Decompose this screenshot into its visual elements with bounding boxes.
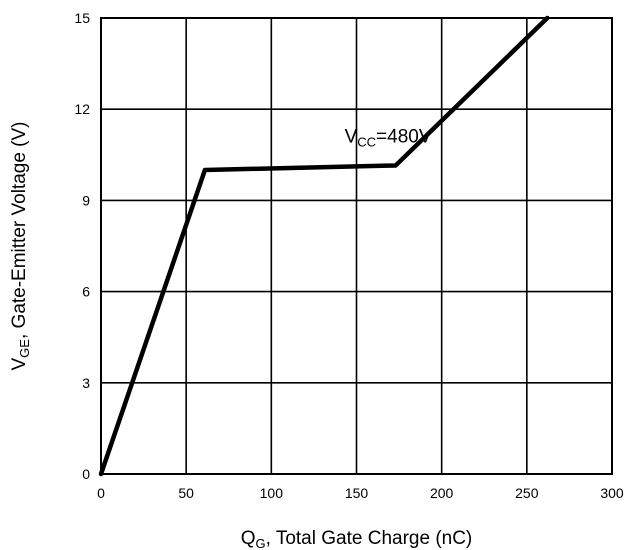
- y-tick-label: 0: [82, 466, 90, 482]
- x-tick-label: 250: [515, 485, 539, 501]
- y-axis-title-rest: , Gate-Emitter Voltage (V): [9, 121, 30, 339]
- vcc-annotation-rest: =480V: [376, 127, 432, 148]
- y-tick-label: 6: [82, 284, 90, 300]
- x-axis-title-subscript: G: [256, 536, 266, 550]
- y-tick-label: 12: [74, 101, 90, 117]
- y-tick-label: 3: [82, 375, 90, 391]
- vcc-annotation-main: V: [345, 127, 358, 148]
- series-layer: [98, 15, 550, 477]
- x-tick-label: 150: [345, 485, 369, 501]
- x-tick-label: 300: [600, 485, 624, 501]
- y-axis-title-main: V: [9, 358, 30, 371]
- tick-label-layer: 0 50 100 150 200 250 300 0 3 6 9 12 15: [74, 10, 623, 501]
- x-tick-label: 200: [430, 485, 454, 501]
- vcc-annotation: VCC=480V: [345, 127, 432, 150]
- y-axis-title: VGE, Gate-Emitter Voltage (V): [9, 121, 32, 370]
- x-axis-title: QG, Total Gate Charge (nC): [241, 528, 473, 550]
- y-tick-label: 15: [74, 10, 90, 26]
- annotation-layer: VCC=480V: [345, 127, 432, 150]
- x-tick-label: 100: [260, 485, 284, 501]
- x-axis-title-rest: , Total Gate Charge (nC): [266, 528, 473, 549]
- plot-frame: [100, 17, 613, 475]
- vcc-annotation-subscript: CC: [357, 135, 376, 150]
- x-axis-title-main: Q: [241, 528, 256, 549]
- series-line: [98, 15, 550, 477]
- y-axis-title-subscript: GE: [17, 339, 32, 358]
- x-tick-label: 0: [97, 485, 105, 501]
- y-tick-label: 9: [82, 192, 90, 208]
- x-tick-label: 50: [178, 485, 194, 501]
